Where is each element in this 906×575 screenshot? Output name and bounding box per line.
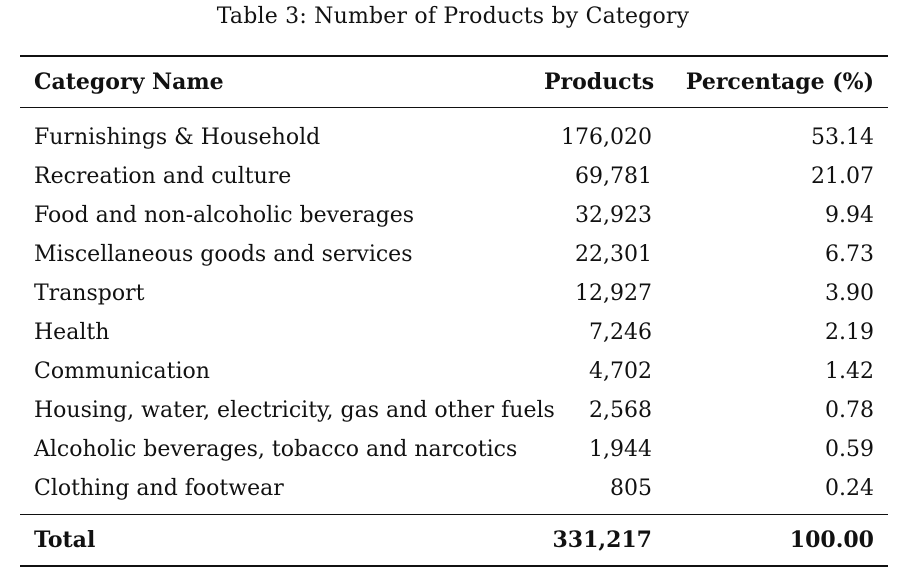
cell-products: 69,781 [575,164,652,189]
cell-products: 176,020 [561,125,652,150]
cell-percentage: 6.73 [825,242,874,267]
cell-percentage: 2.19 [825,320,874,345]
cell-products: 12,927 [575,281,652,306]
table-row: Health 7,246 2.19 [20,313,888,352]
table-row: Recreation and culture 69,781 21.07 [20,157,888,196]
cell-products: 22,301 [575,242,652,267]
total-percentage: 100.00 [789,527,874,553]
total-products: 331,217 [552,527,652,553]
cell-category-name: Food and non-alcoholic beverages [34,203,415,228]
cell-category-name: Furnishings & Household [34,125,321,150]
products-table-container: Category Name Products Percentage (%) Fu… [20,55,888,567]
table-row: Alcoholic beverages, tobacco and narcoti… [20,430,888,469]
products-by-category-table: Category Name Products Percentage (%) Fu… [20,55,888,567]
header-products: Products [544,69,655,95]
header-row: Category Name Products Percentage (%) [20,56,888,108]
cell-products: 4,702 [589,359,652,384]
cell-percentage: 9.94 [825,203,874,228]
table-row: Clothing and footwear 805 0.24 [20,469,888,515]
table-row: Transport 12,927 3.90 [20,274,888,313]
cell-category-name: Clothing and footwear [34,476,284,501]
cell-products: 805 [610,476,652,501]
table-row: Furnishings & Household 176,020 53.14 [20,108,888,158]
total-label: Total [34,527,96,553]
cell-products: 32,923 [575,203,652,228]
cell-products: 7,246 [589,320,652,345]
table-row: Communication 4,702 1.42 [20,352,888,391]
cell-category-name: Health [34,320,110,345]
cell-category-name: Recreation and culture [34,164,292,189]
cell-category-name: Communication [34,359,210,384]
cell-percentage: 0.59 [825,437,874,462]
cell-percentage: 3.90 [825,281,874,306]
cell-category-name: Housing, water, electricity, gas and oth… [34,398,555,423]
cell-category-name: Miscellaneous goods and services [34,242,413,267]
cell-percentage: 0.24 [825,476,874,501]
table-caption: Table 3: Number of Products by Category [216,4,690,29]
table-footer: Total 331,217 100.00 [20,514,888,566]
total-row: Total 331,217 100.00 [20,514,888,566]
table-header: Category Name Products Percentage (%) [20,56,888,108]
header-category-name: Category Name [34,69,224,95]
table-row: Food and non-alcoholic beverages 32,923 9.… [20,196,888,235]
cell-percentage: 0.78 [825,398,874,423]
table-row: Housing, water, electricity, gas and oth… [20,391,888,430]
table-row: Miscellaneous goods and services 22,301 6.… [20,235,888,274]
cell-products: 2,568 [589,398,652,423]
cell-category-name: Transport [34,281,145,306]
cell-percentage: 1.42 [825,359,874,384]
cell-percentage: 53.14 [811,125,874,150]
cell-percentage: 21.07 [811,164,874,189]
table-body: Furnishings & Household 176,020 53.14 Recre… [20,108,888,515]
header-percentage: Percentage (%) [685,69,874,95]
cell-category-name: Alcoholic beverages, tobacco and narcoti… [34,437,518,462]
cell-products: 1,944 [589,437,652,462]
